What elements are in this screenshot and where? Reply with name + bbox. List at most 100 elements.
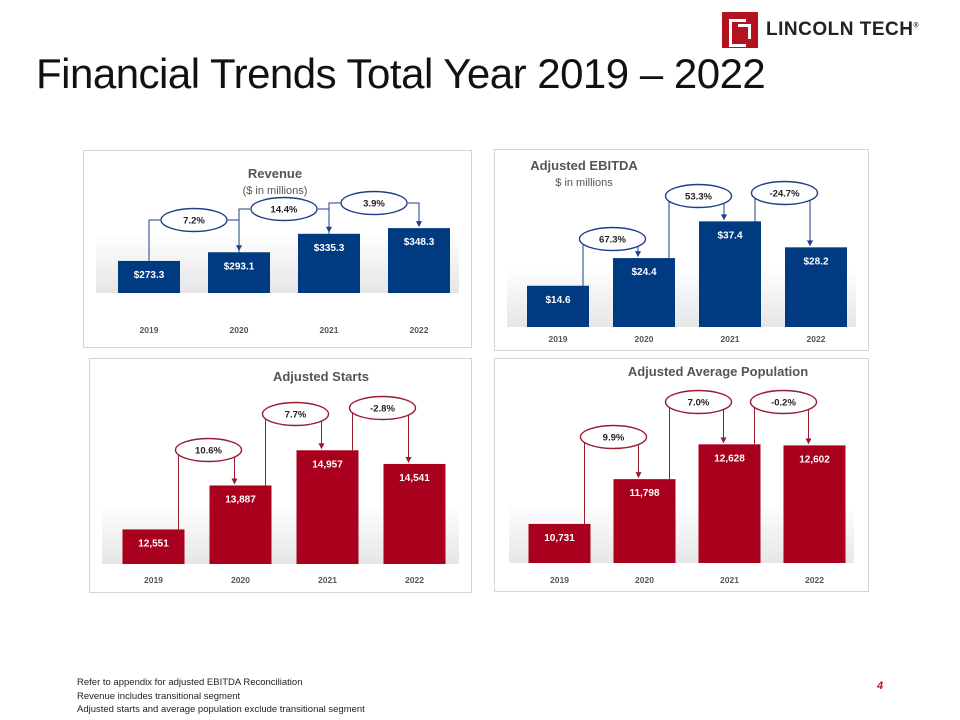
growth-bubble (261, 401, 330, 427)
bar (122, 529, 185, 564)
growth-connector (328, 202, 340, 234)
x-tick-label: 2020 (635, 334, 654, 344)
adjusted-average-population-chart: Adjusted Average Population 10,731 2019 11,… (509, 364, 854, 585)
bar (208, 252, 270, 293)
growth-label: 3.9% (363, 199, 385, 210)
bar (209, 485, 272, 564)
growth-label: -24.7% (769, 189, 800, 200)
ebitda-chart-panel: Adjusted EBITDA $ in millions $14.6 2019 $24… (494, 149, 869, 351)
company-logo: LINCOLN TECH® (722, 12, 919, 48)
growth-arrowhead (805, 438, 812, 445)
growth-arrowhead (635, 472, 642, 479)
x-tick-label: 2021 (318, 575, 337, 585)
footnote: Adjusted starts and average population e… (77, 704, 365, 715)
chart-title: Revenue (248, 166, 302, 181)
bar (698, 444, 761, 563)
data-label: 12,551 (138, 538, 169, 549)
data-label: 12,628 (714, 453, 745, 464)
growth-arrowhead (720, 437, 727, 444)
data-label: 12,602 (799, 454, 830, 465)
x-tick-label: 2020 (231, 575, 250, 585)
growth-connector (148, 219, 160, 261)
page-number: 4 (877, 680, 884, 692)
x-tick-label: 2019 (144, 575, 163, 585)
bar (699, 221, 761, 327)
chart-title: Adjusted EBITDA (530, 158, 638, 173)
chart-title: Adjusted Average Population (628, 364, 808, 379)
bar (383, 463, 446, 564)
x-tick-label: 2020 (230, 325, 249, 335)
data-label: 14,541 (399, 473, 430, 484)
data-label: $14.6 (545, 295, 570, 306)
growth-bubble (160, 207, 228, 233)
footnote: Revenue includes transitional segment (77, 690, 241, 702)
x-tick-label: 2022 (807, 334, 826, 344)
growth-label: 10.6% (195, 446, 222, 457)
growth-label: 67.3% (599, 235, 626, 246)
data-label: $28.2 (803, 256, 828, 267)
x-tick-label: 2022 (805, 575, 824, 585)
x-tick-label: 2019 (550, 575, 569, 585)
growth-arrowhead (416, 221, 422, 228)
data-label: 10,731 (544, 533, 575, 544)
x-tick-label: 2019 (140, 325, 159, 335)
x-tick-label: 2020 (635, 575, 654, 585)
data-label: $348.3 (404, 237, 435, 248)
x-tick-label: 2022 (405, 575, 424, 585)
bar (298, 233, 360, 293)
growth-connector (238, 208, 250, 253)
growth-bubble (579, 424, 648, 450)
growth-bubble (348, 395, 417, 421)
adjusted-starts-chart: Adjusted Starts 12,551 2019 13,887 2020 14,95… (102, 369, 459, 585)
registered-mark: ® (913, 22, 920, 30)
growth-bubble (174, 437, 243, 463)
bar (296, 450, 359, 564)
bar (118, 260, 180, 293)
growth-label: 9.9% (603, 433, 625, 444)
logo-text: LINCOLN TECH (766, 19, 914, 40)
growth-label: 7.7% (285, 410, 307, 421)
growth-arrowhead (405, 456, 412, 463)
growth-bubble (340, 190, 408, 216)
lincoln-tech-logo-icon (722, 12, 758, 48)
growth-bubble (750, 180, 819, 206)
x-tick-label: 2021 (320, 325, 339, 335)
bar (785, 247, 847, 327)
growth-bubble (664, 183, 733, 209)
data-label: $273.3 (134, 270, 165, 281)
growth-label: 14.4% (271, 205, 298, 216)
growth-label: -0.2% (771, 398, 796, 409)
data-label: $24.4 (631, 267, 656, 278)
bar (528, 523, 591, 563)
chart-subtitle: ($ in millions) (243, 185, 308, 197)
data-label: $293.1 (224, 261, 255, 272)
slide-title: Financial Trends Total Year 2019 – 2022 (36, 50, 766, 97)
growth-bubble (578, 226, 647, 252)
bar (527, 285, 589, 327)
data-label: 13,887 (225, 494, 256, 505)
growth-arrowhead (635, 251, 641, 258)
growth-bubble (664, 389, 733, 415)
growth-bubble (250, 196, 318, 222)
growth-label: 53.3% (685, 192, 712, 203)
growth-label: 7.0% (688, 398, 710, 409)
x-tick-label: 2019 (549, 334, 568, 344)
footnotes: Refer to appendix for adjusted EBITDA Re… (77, 676, 365, 717)
starts-chart-panel: Adjusted Starts 12,551 2019 13,887 2020 14,95… (89, 358, 472, 593)
growth-label: -2.8% (370, 404, 395, 415)
x-tick-label: 2022 (410, 325, 429, 335)
bar (783, 445, 846, 563)
x-tick-label: 2021 (721, 334, 740, 344)
x-tick-label: 2021 (720, 575, 739, 585)
bar (613, 479, 676, 563)
adjusted-ebitda-chart: Adjusted EBITDA $ in millions $14.6 2019 $24… (507, 158, 856, 344)
bar (613, 258, 675, 327)
data-label: $335.3 (314, 243, 345, 254)
growth-arrowhead (231, 478, 238, 485)
footnote: Refer to appendix for adjusted EBITDA Re… (77, 677, 303, 688)
growth-arrowhead (807, 240, 813, 247)
chart-subtitle: $ in millions (555, 177, 613, 189)
data-label: 14,957 (312, 459, 343, 470)
growth-bubble (749, 389, 818, 415)
revenue-chart: Revenue ($ in millions) $273.3 2019 $293.1 20… (96, 166, 459, 335)
